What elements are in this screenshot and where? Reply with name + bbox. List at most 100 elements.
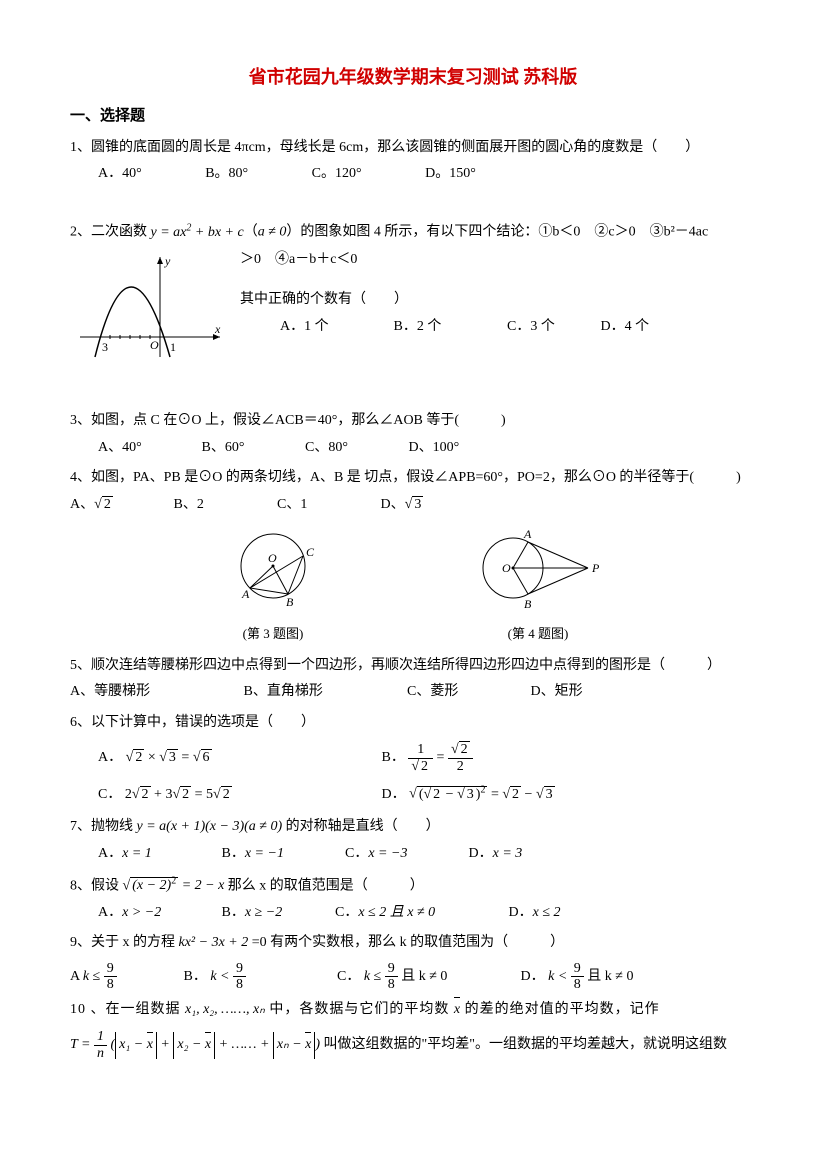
q9-f: kx² − 3x + 2 xyxy=(179,935,249,950)
q7b-v: x = −1 xyxy=(245,846,284,861)
q9c-le: k ≤ xyxy=(364,969,381,984)
q6a-l2: 3 xyxy=(167,749,178,765)
q8-tail: 那么 x 的取值范围是（ ） xyxy=(228,878,424,893)
question-6: 6、以下计算中，错误的选项是（ ） xyxy=(70,710,756,737)
q10-vars: x₁, x₂, ……, xₙ xyxy=(185,1002,265,1017)
q10-Tpre: T = xyxy=(70,1037,90,1052)
q1-opt-a: A．40° xyxy=(98,161,142,188)
q10-xbar: x xyxy=(454,997,460,1024)
q9d-lt: k < xyxy=(548,969,567,984)
q8c-p: C． xyxy=(335,905,358,920)
q3-opt-a: A、40° xyxy=(98,435,198,462)
svg-text:B: B xyxy=(524,597,532,611)
q10-mid: 中，各数据与它们的平均数 xyxy=(265,1002,454,1017)
q9d-p: D． xyxy=(521,969,545,984)
q4-opt-b: B、2 xyxy=(174,492,274,519)
q7-lead: 7、抛物线 xyxy=(70,819,137,834)
q2-aneq: a ≠ 0 xyxy=(258,225,287,240)
q2-right: ＞0 ④a－b＋c＜0 其中正确的个数有（ ） A．1 个 B．2 个 C．3 … xyxy=(240,247,756,341)
question-1: 1、圆锥的底面圆的周长是 4πcm，母线长是 6cm，那么该圆锥的侧面展开图的圆… xyxy=(70,135,756,162)
q10-T: T = 1n (x₁ − x + x₂ − x + …… + xₙ − x) xyxy=(70,1037,324,1052)
q7-formula: y = a(x + 1)(x − 3)(a ≠ 0) xyxy=(137,819,283,834)
q8-rhs: = 2 − x xyxy=(182,878,225,893)
q6d-in1: 2 xyxy=(431,786,442,802)
q2-formula: y = ax2 + bx + c xyxy=(151,225,244,240)
q7-opt-b: B．x = −1 xyxy=(222,841,342,868)
q4-options: A、√2 B、2 C、1 D、√3 xyxy=(70,492,756,519)
q6c-r1: 2 xyxy=(140,786,151,802)
q7-opt-c: C．x = −3 xyxy=(345,841,465,868)
q7-tail: 的对称轴是直线（ ） xyxy=(282,819,440,834)
q6b-den: 2 xyxy=(419,758,430,774)
xtick-1: 1 xyxy=(170,340,176,354)
fig4-svg: O A B P xyxy=(468,526,608,611)
svg-text:P: P xyxy=(591,561,600,575)
q8a-v: x > −2 xyxy=(122,905,161,920)
q9c-p: C． xyxy=(337,969,360,984)
q2-stem: 其中正确的个数有（ ） xyxy=(240,292,408,307)
q9a-n: 9 xyxy=(104,961,117,977)
q4-opt-a: A、√2 xyxy=(70,492,170,519)
q2-row: 3 1 O y x ＞0 ④a－b＋c＜0 其中正确的个数有（ ） A．1 个 … xyxy=(70,247,756,378)
q2-opt-c: C．3 个 xyxy=(507,314,597,341)
q7-opt-a: A．x = 1 xyxy=(98,841,218,868)
question-9: 9、关于 x 的方程 kx² − 3x + 2 =0 有两个实数根，那么 k 的… xyxy=(70,930,756,957)
question-10: 10 、在一组数据 x₁, x₂, ……, xₙ 中，各数据与它们的平均数 x … xyxy=(70,997,756,1024)
question-3: 3、如图，点 C 在⊙O 上，假设∠ACB＝40°，那么∠AOB 等于( ) xyxy=(70,408,756,435)
q6-opt-c: C． 2√2 + 3√2 = 5√2 xyxy=(98,782,378,809)
q7c-p: C． xyxy=(345,846,368,861)
q2-mid: （ xyxy=(244,225,258,240)
q10-line2: T = 1n (x₁ − x + x₂ − x + …… + xₙ − x) 叫… xyxy=(70,1029,756,1061)
q8d-p: D． xyxy=(509,905,533,920)
q8-opt-a: A．x > −2 xyxy=(98,900,218,927)
q6d-r1: 2 xyxy=(510,786,521,802)
q1-opt-c: C。120° xyxy=(312,161,362,188)
q2-tail: ）的图象如图 4 所示，有以下四个结论：①b＜0 ②c＞0 ③b²－4ac xyxy=(286,225,708,240)
q7a-v: x = 1 xyxy=(122,846,152,861)
fig4-caption: (第 4 题图) xyxy=(468,622,608,647)
q5-opt-a: A、等腰梯形 xyxy=(70,679,240,706)
question-7: 7、抛物线 y = a(x + 1)(x − 3)(a ≠ 0) 的对称轴是直线… xyxy=(70,814,756,841)
q7-options: A．x = 1 B．x = −1 C．x = −3 D．x = 3 xyxy=(70,841,756,868)
q4-opt-d: D、√3 xyxy=(381,492,424,519)
x-axis-label: x xyxy=(214,322,221,336)
q6c-pre: C． xyxy=(98,787,121,802)
q5-opt-c: C、菱形 xyxy=(407,679,527,706)
q2-lead: 2、二次函数 xyxy=(70,225,151,240)
q1-opt-b: B。80° xyxy=(205,161,248,188)
question-5: 5、顺次连结等腰梯形四边中点得到一个四边形，再顺次连结所得四边形四边中点得到的图… xyxy=(70,653,756,680)
fig-3: O A B C (第 3 题图) xyxy=(218,526,328,646)
q2-opt-b: B．2 个 xyxy=(394,314,504,341)
svg-text:O: O xyxy=(268,551,277,565)
q1-options: A．40° B。80° C。120° D。150° xyxy=(70,161,756,188)
q6-row1: A． √2 × √3 = √6 B． 1√2 = √22 xyxy=(70,742,756,774)
q2-opt-a: A．1 个 xyxy=(280,314,390,341)
q6c-c3: 5 xyxy=(206,787,213,802)
q7c-v: x = −3 xyxy=(368,846,407,861)
q6b-pre: B． xyxy=(382,750,405,765)
q9a-le: k ≤ xyxy=(83,969,100,984)
parabola-graph-svg: 3 1 O y x xyxy=(70,247,230,367)
q4-opt-c: C、1 xyxy=(277,492,377,519)
q6a-l1: 2 xyxy=(133,749,144,765)
q8b-v: x ≥ −2 xyxy=(245,905,282,920)
svg-text:B: B xyxy=(286,595,294,609)
q9c-d: 8 xyxy=(385,977,398,992)
q7-opt-d: D．x = 3 xyxy=(469,841,523,868)
q9c-and: 且 k ≠ 0 xyxy=(401,969,447,984)
q9-opt-c: C． k ≤ 98 且 k ≠ 0 xyxy=(337,961,517,993)
q10-rest: 叫做这组数据的"平均差"。一组数据的平均差越大，就说明这组数 xyxy=(324,1037,727,1052)
xtick-3: 3 xyxy=(102,340,108,354)
fig3-caption: (第 3 题图) xyxy=(218,622,328,647)
q9-tail: =0 有两个实数根，那么 k 的取值范围为（ ） xyxy=(248,935,564,950)
q9c-n: 9 xyxy=(385,961,398,977)
q2-line2: ＞0 ④a－b＋c＜0 xyxy=(240,247,756,274)
question-2: 2、二次函数 y = ax2 + bx + c（a ≠ 0）的图象如图 4 所示… xyxy=(70,218,756,246)
q6b-rden: 2 xyxy=(448,759,473,774)
q8d-v: x ≤ 2 xyxy=(533,905,561,920)
q6a-pre: A． xyxy=(98,750,122,765)
q8-opt-b: B．x ≥ −2 xyxy=(222,900,332,927)
q9-opt-b: B． k < 98 xyxy=(184,961,334,993)
q6b-num: 1 xyxy=(408,742,433,758)
q8-lead: 8、假设 xyxy=(70,878,119,893)
